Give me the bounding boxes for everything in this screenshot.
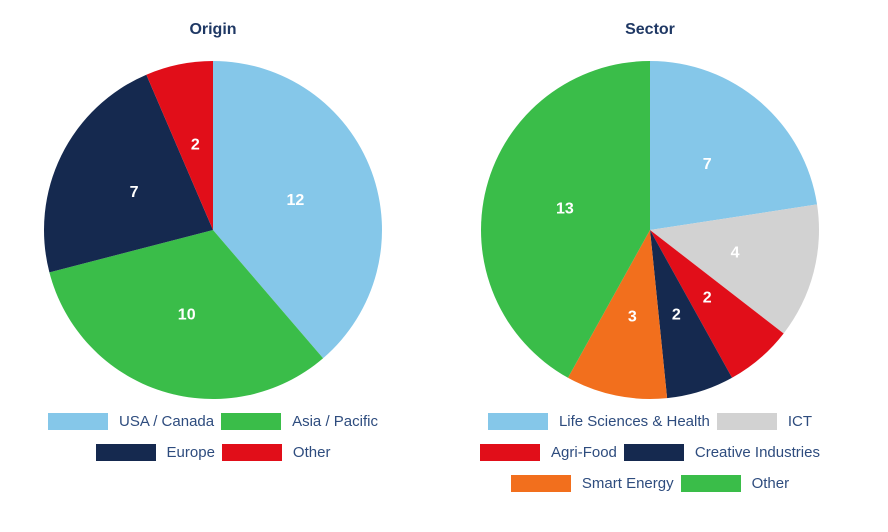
pie-slice-other[interactable] — [481, 61, 650, 378]
sector-chart: Sector 7 4 2 2 3 13 Life Sciences & Health ICT… — [437, 0, 863, 506]
origin-pie-svg: 12 10 7 2 — [43, 61, 382, 400]
legend-label-agri-food: Agri-Food — [551, 444, 617, 461]
pie-slice-creative-industries[interactable] — [650, 230, 733, 399]
origin-legend: USA / Canada Asia / Pacific Europe Other — [0, 413, 426, 475]
legend-label-usa-canada: USA / Canada — [119, 413, 215, 430]
pie-slice-agri-food[interactable] — [650, 230, 784, 378]
legend-item-europe[interactable]: Europe — [95, 444, 215, 461]
legend-swatch-life-sciences-health — [487, 413, 548, 430]
legend-swatch-agri-food — [480, 444, 541, 461]
legend-label-europe: Europe — [166, 444, 215, 461]
legend-swatch-other — [221, 444, 282, 461]
pie-slice-asia-pacific[interactable] — [49, 230, 324, 400]
pie-slice-life-sciences-health[interactable] — [650, 61, 818, 230]
origin-chart: Origin 12 10 7 2 USA / Canada Asia / Pacific… — [0, 0, 426, 475]
legend-row: Agri-Food Creative Industries — [437, 444, 863, 461]
legend-label-other: Other — [292, 444, 331, 461]
origin-chart-title: Origin — [189, 21, 237, 38]
legend-swatch-ict — [716, 413, 777, 430]
legend-item-ict[interactable]: ICT — [716, 413, 813, 430]
legend-label-creative-industries: Creative Industries — [694, 444, 820, 461]
sector-pie-svg: 7 4 2 2 3 13 — [481, 61, 819, 399]
slice-value-label-usa-canada: 12 — [287, 192, 305, 209]
slice-value-label-asia-pacific: 10 — [178, 306, 196, 323]
legend-item-smart-energy[interactable]: Smart Energy — [510, 475, 674, 492]
slice-value-label-other: 2 — [191, 137, 200, 154]
pie-slice-ict[interactable] — [650, 204, 819, 334]
legend-item-life-sciences-health[interactable]: Life Sciences & Health — [487, 413, 710, 430]
slice-value-label-europe: 7 — [130, 184, 139, 201]
legend-item-asia-pacific[interactable]: Asia / Pacific — [221, 413, 378, 430]
legend-label-other: Other — [751, 475, 790, 492]
sector-chart-title: Sector — [625, 21, 675, 38]
legend-swatch-other — [680, 475, 741, 492]
legend-row: Europe Other — [0, 444, 426, 461]
sector-legend: Life Sciences & Health ICT Agri-Food Creati… — [437, 413, 863, 506]
pie-slice-europe[interactable] — [43, 74, 213, 273]
pie-slice-usa-canada[interactable] — [213, 61, 382, 359]
legend-row: Smart Energy Other — [437, 475, 863, 492]
legend-swatch-usa-canada — [48, 413, 109, 430]
legend-label-asia-pacific: Asia / Pacific — [292, 413, 378, 430]
legend-label-smart-energy: Smart Energy — [581, 475, 674, 492]
pie-slice-smart-energy[interactable] — [567, 230, 668, 399]
legend-item-other[interactable]: Other — [221, 444, 331, 461]
legend-row: Life Sciences & Health ICT — [437, 413, 863, 430]
slice-value-label-life-sciences-health: 7 — [703, 156, 712, 173]
slice-value-label-agri-food: 2 — [703, 289, 712, 306]
legend-label-life-sciences-health: Life Sciences & Health — [558, 413, 710, 430]
legend-label-ict: ICT — [787, 413, 813, 430]
legend-swatch-asia-pacific — [221, 413, 282, 430]
legend-swatch-smart-energy — [510, 475, 571, 492]
slice-value-label-ict: 4 — [731, 245, 740, 262]
legend-row: USA / Canada Asia / Pacific — [0, 413, 426, 430]
pie-slice-other[interactable] — [146, 61, 213, 230]
legend-item-usa-canada[interactable]: USA / Canada — [48, 413, 214, 430]
legend-swatch-creative-industries — [623, 444, 684, 461]
slice-value-label-creative-industries: 2 — [672, 306, 681, 323]
slice-value-label-smart-energy: 3 — [628, 309, 637, 326]
legend-swatch-europe — [95, 444, 156, 461]
legend-item-agri-food[interactable]: Agri-Food — [480, 444, 617, 461]
slice-value-label-other: 13 — [556, 201, 574, 218]
legend-item-other[interactable]: Other — [680, 475, 790, 492]
legend-item-creative-industries[interactable]: Creative Industries — [623, 444, 820, 461]
